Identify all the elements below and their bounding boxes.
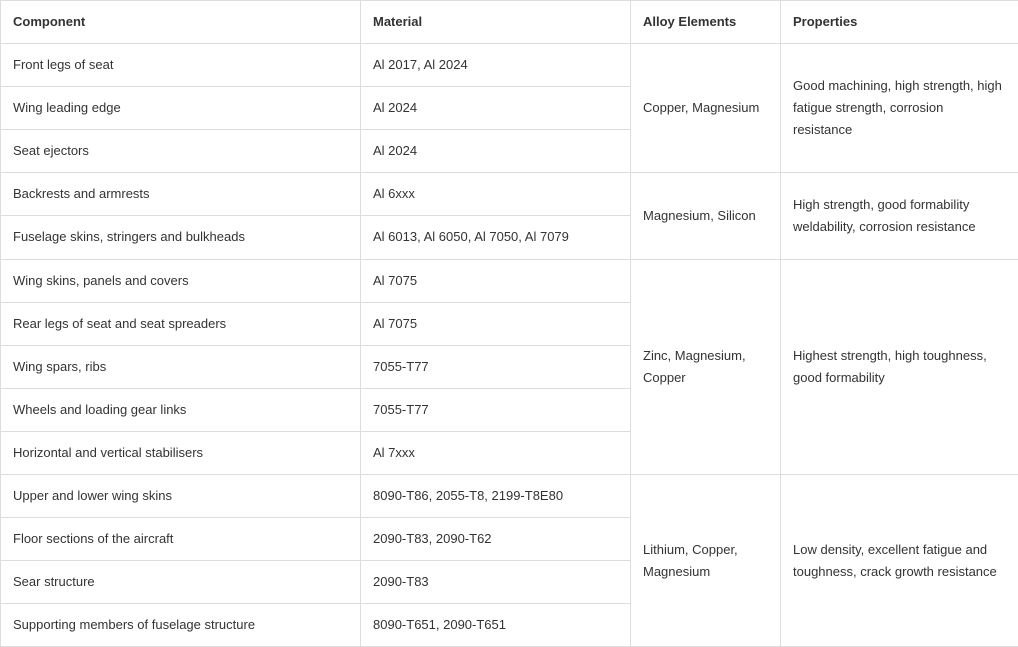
materials-table: Component Material Alloy Elements Proper… [0, 0, 1018, 647]
cell-properties: Low density, excellent fatigue and tough… [781, 475, 1018, 647]
cell-material: Al 6xxx [361, 173, 631, 216]
cell-component: Upper and lower wing skins [1, 475, 361, 518]
col-header-properties: Properties [781, 1, 1018, 44]
table-header-row: Component Material Alloy Elements Proper… [1, 1, 1018, 44]
cell-material: Al 6013, Al 6050, Al 7050, Al 7079 [361, 216, 631, 259]
cell-component: Horizontal and vertical stabilisers [1, 431, 361, 474]
cell-component: Wing spars, ribs [1, 345, 361, 388]
col-header-component: Component [1, 1, 361, 44]
cell-material: Al 7075 [361, 259, 631, 302]
table-row: Wing skins, panels and coversAl 7075Zinc… [1, 259, 1018, 302]
cell-material: Al 7075 [361, 302, 631, 345]
cell-properties: High strength, good formability weldabil… [781, 173, 1018, 259]
cell-material: 8090-T86, 2055-T8, 2199-T8E80 [361, 475, 631, 518]
cell-alloy-elements: Copper, Magnesium [631, 44, 781, 173]
cell-component: Fuselage skins, stringers and bulkheads [1, 216, 361, 259]
table-row: Front legs of seatAl 2017, Al 2024Copper… [1, 44, 1018, 87]
cell-component: Floor sections of the aircraft [1, 518, 361, 561]
col-header-alloy-elements: Alloy Elements [631, 1, 781, 44]
cell-component: Front legs of seat [1, 44, 361, 87]
table-body: Front legs of seatAl 2017, Al 2024Copper… [1, 44, 1018, 647]
table-row: Backrests and armrestsAl 6xxxMagnesium, … [1, 173, 1018, 216]
cell-component: Backrests and armrests [1, 173, 361, 216]
cell-material: 7055-T77 [361, 388, 631, 431]
table-row: Upper and lower wing skins8090-T86, 2055… [1, 475, 1018, 518]
cell-component: Sear structure [1, 561, 361, 604]
cell-material: 7055-T77 [361, 345, 631, 388]
cell-material: 8090-T651, 2090-T651 [361, 604, 631, 647]
cell-material: 2090-T83, 2090-T62 [361, 518, 631, 561]
cell-properties: Good machining, high strength, high fati… [781, 44, 1018, 173]
cell-component: Rear legs of seat and seat spreaders [1, 302, 361, 345]
cell-material: 2090-T83 [361, 561, 631, 604]
cell-component: Supporting members of fuselage structure [1, 604, 361, 647]
col-header-material: Material [361, 1, 631, 44]
cell-component: Seat ejectors [1, 130, 361, 173]
cell-material: Al 2024 [361, 87, 631, 130]
cell-material: Al 2017, Al 2024 [361, 44, 631, 87]
cell-alloy-elements: Lithium, Copper, Magnesium [631, 475, 781, 647]
cell-material: Al 7xxx [361, 431, 631, 474]
cell-material: Al 2024 [361, 130, 631, 173]
cell-properties: Highest strength, high toughness, good f… [781, 259, 1018, 474]
cell-alloy-elements: Magnesium, Silicon [631, 173, 781, 259]
cell-alloy-elements: Zinc, Magnesium, Copper [631, 259, 781, 474]
cell-component: Wheels and loading gear links [1, 388, 361, 431]
cell-component: Wing skins, panels and covers [1, 259, 361, 302]
cell-component: Wing leading edge [1, 87, 361, 130]
